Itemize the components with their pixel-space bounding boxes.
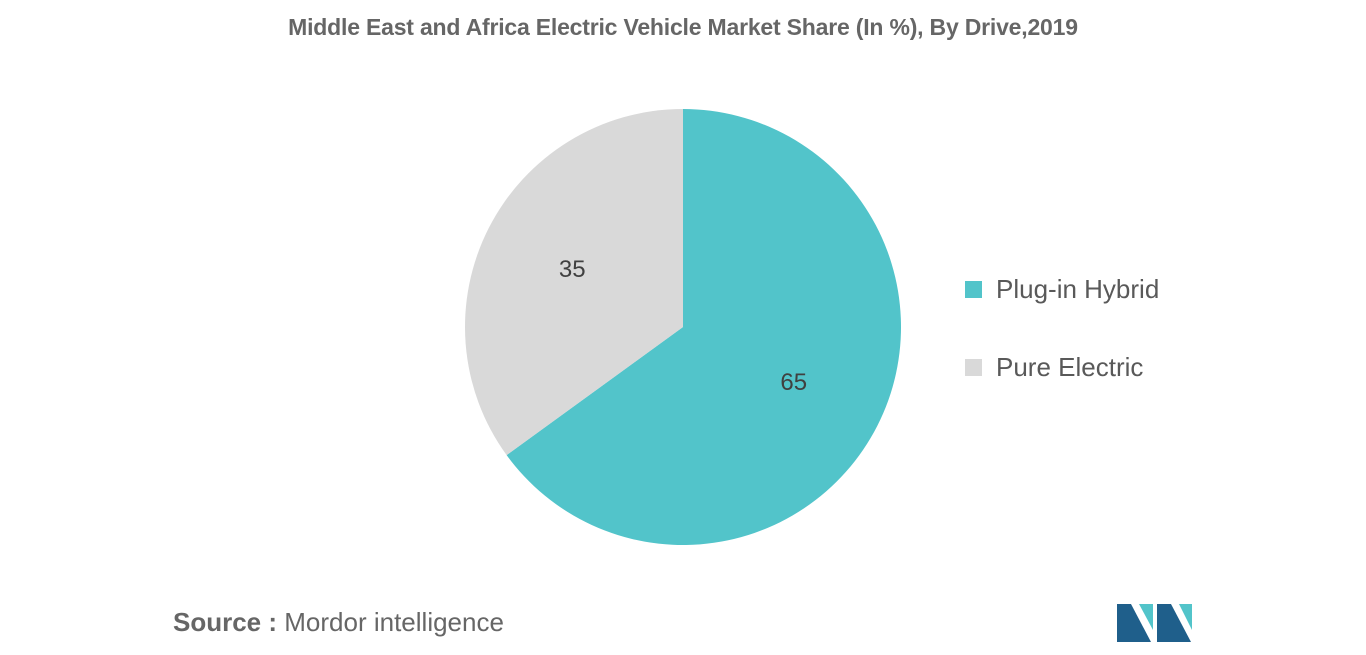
legend: Plug-in Hybrid Pure Electric <box>965 270 1159 426</box>
pie-data-labels: 65 35 <box>559 256 807 396</box>
pie-slice-plug-in-hybrid <box>506 109 902 546</box>
legend-label-pure-electric: Pure Electric <box>996 351 1144 382</box>
source-note: Source : Mordor intelligence <box>173 607 504 638</box>
source-key: Source : <box>173 607 278 637</box>
legend-item-plug-in-hybrid: Plug-in Hybrid <box>965 270 1159 308</box>
pie-slice-pure-electric <box>465 109 683 456</box>
pie-slices <box>465 109 902 546</box>
legend-label-plug-in-hybrid: Plug-in Hybrid <box>996 273 1160 304</box>
source-value: Mordor intelligence <box>284 607 504 637</box>
legend-item-pure-electric: Pure Electric <box>965 348 1159 386</box>
legend-swatch-pure-electric <box>965 358 982 376</box>
legend-swatch-plug-in-hybrid <box>965 280 982 298</box>
mordor-intelligence-logo-icon <box>1117 604 1192 642</box>
data-label-pure-electric: 35 <box>559 256 586 283</box>
data-label-plug-in-hybrid: 65 <box>780 369 807 396</box>
chart-title: Middle East and Africa Electric Vehicle … <box>288 14 1078 40</box>
